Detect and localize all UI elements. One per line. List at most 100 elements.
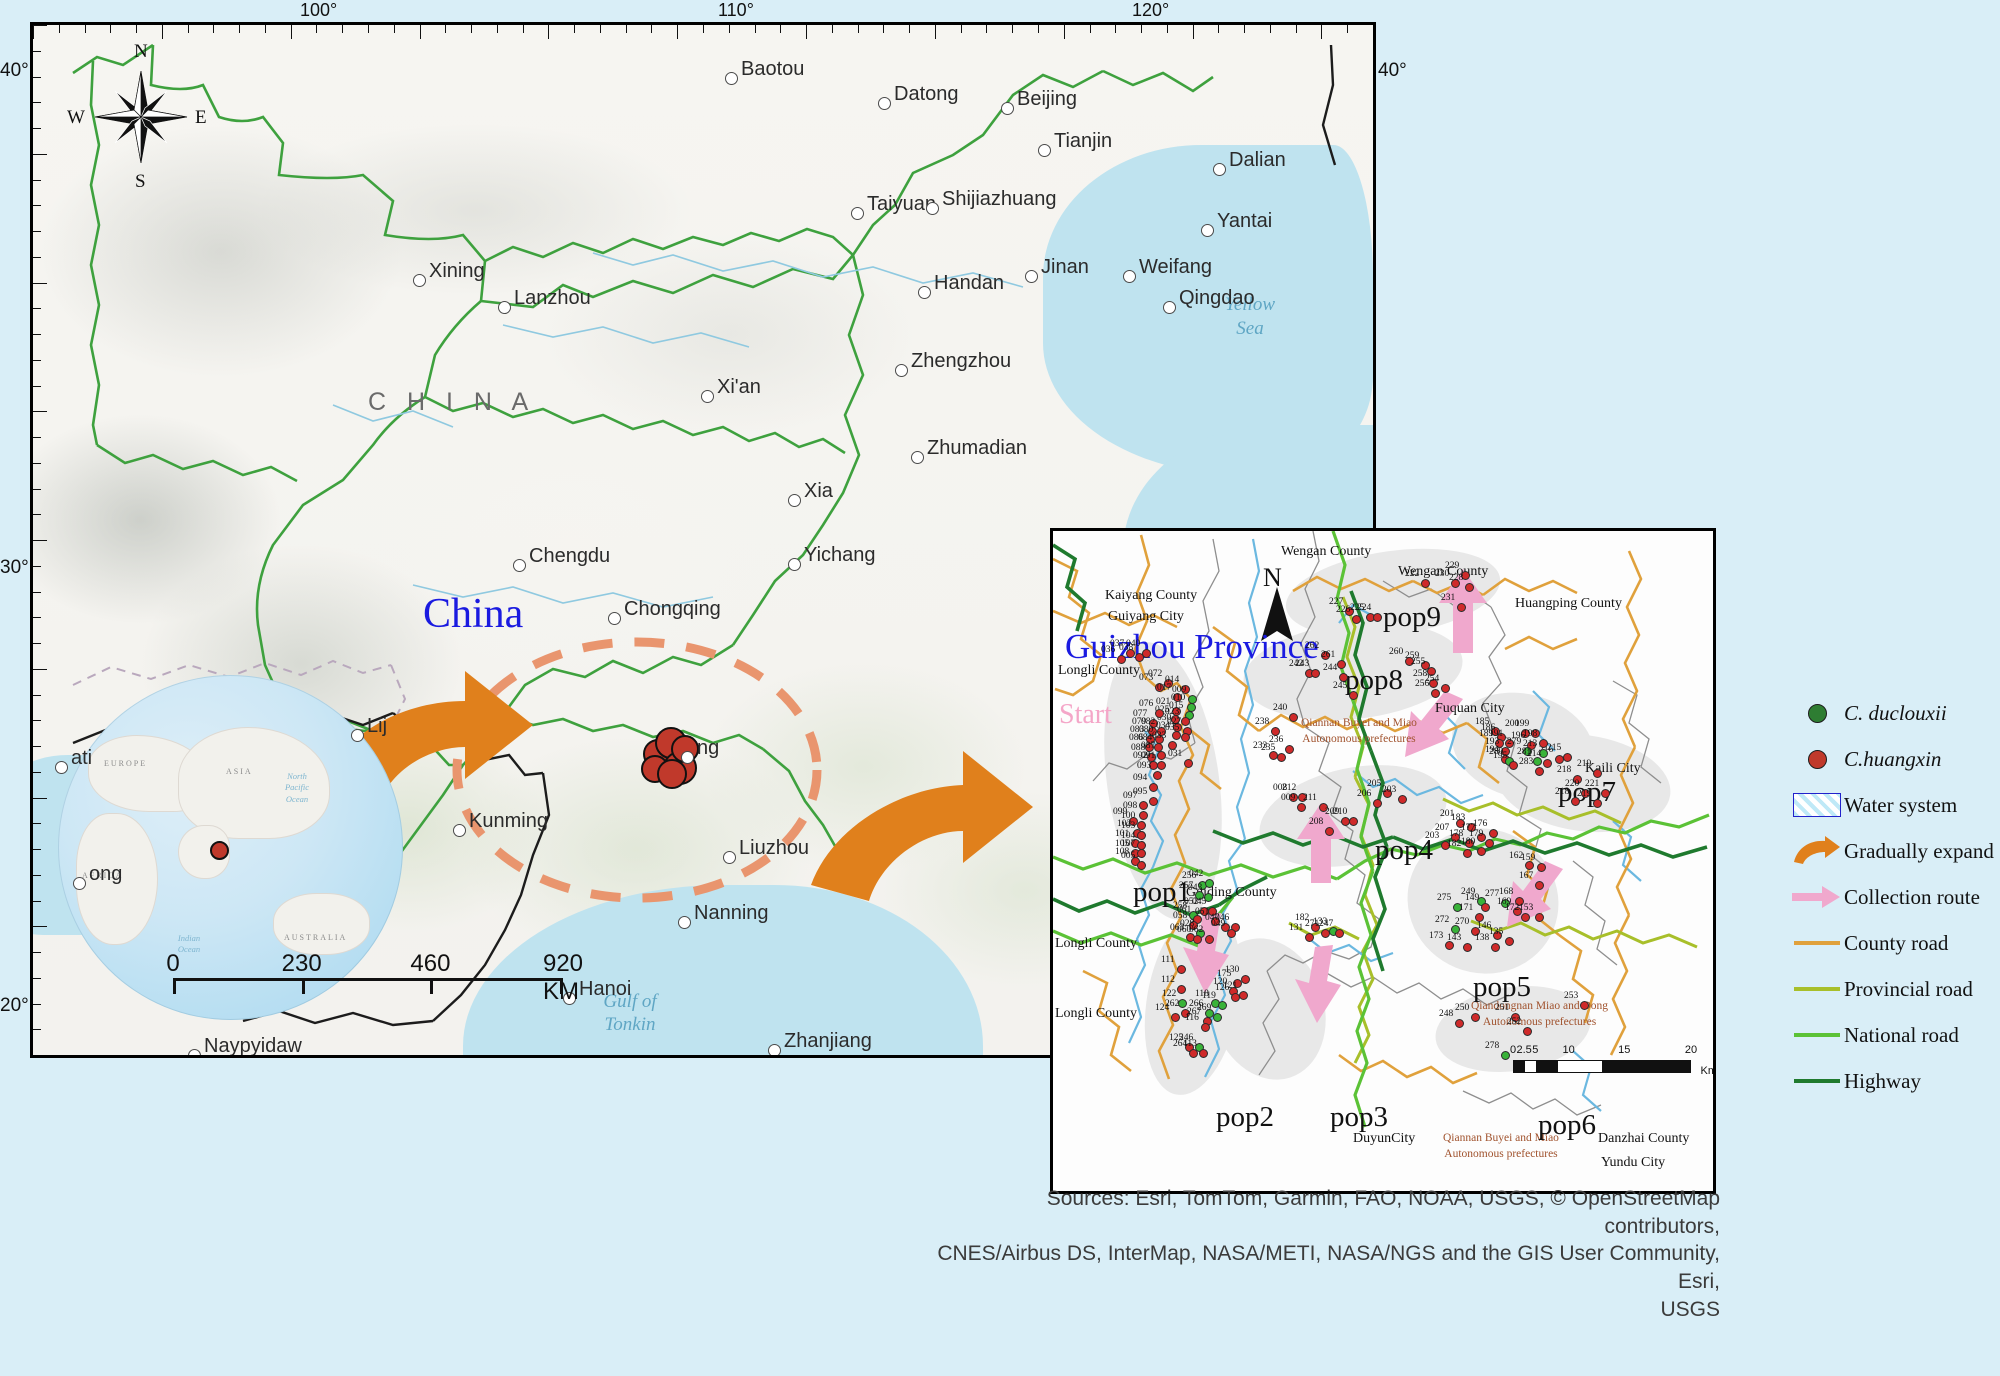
sample-point-label: 257 — [1179, 881, 1194, 891]
graticule-tick — [548, 25, 550, 39]
city-dot — [513, 559, 526, 572]
graticule-tick — [419, 25, 421, 39]
sample-point-label: 162 — [1509, 851, 1524, 861]
sample-point-label: 072 — [1148, 669, 1163, 679]
sample-point-label: 236 — [1269, 735, 1284, 745]
sample-point-label: 226 — [1336, 605, 1351, 615]
population-label: pop1 — [1133, 876, 1191, 908]
sample-point — [1155, 683, 1164, 692]
sample-point-label: 258 — [1173, 901, 1188, 911]
prefecture-label: Qiannan Buyei and Miao Autonomous prefect… — [1443, 1132, 1559, 1160]
sample-point — [1213, 1013, 1222, 1022]
sample-point-label: 240 — [1273, 703, 1288, 713]
sample-point — [1491, 943, 1500, 952]
sample-point — [1199, 1049, 1208, 1058]
sample-point-label: 269 — [1197, 1003, 1212, 1013]
county-label: Huangping County — [1515, 596, 1622, 611]
graticule-tick — [33, 849, 41, 850]
sample-point-label: 231 — [1441, 593, 1456, 603]
graticule-tick — [909, 25, 911, 33]
sample-point — [1139, 811, 1148, 820]
graticule-tick — [934, 25, 936, 39]
sample-point-label: 094 — [1133, 773, 1148, 783]
sample-point-label: 194 — [1485, 745, 1500, 755]
sample-point — [1405, 657, 1414, 666]
graticule-tick — [33, 977, 41, 979]
sample-point-label: 033 — [1152, 731, 1167, 741]
sample-point-label: 119 — [1202, 991, 1216, 1001]
inset-scalebar-bar — [1513, 1060, 1691, 1073]
sample-point — [1181, 717, 1190, 726]
graticule-tick — [33, 771, 41, 773]
sample-point — [1164, 679, 1173, 688]
sample-point — [1421, 579, 1430, 588]
sample-point-label: 047 — [1205, 913, 1220, 923]
sample-point — [1352, 615, 1361, 624]
city-label: Chengdu — [529, 545, 611, 567]
inset-scalebar-labels: 0 2.5 5 10 15 20 — [1510, 1044, 1697, 1060]
graticule-tick — [33, 385, 41, 387]
sample-point — [1509, 761, 1518, 770]
sample-point-label: 281 — [1517, 747, 1532, 757]
inset-features — [1053, 531, 1710, 1128]
species-green-dot-icon — [1790, 703, 1844, 723]
sample-point-label: 131 — [1289, 923, 1304, 933]
population-label: pop6 — [1538, 1109, 1596, 1141]
graticule-tick — [33, 153, 47, 155]
sample-point — [1139, 801, 1148, 810]
sample-point-label: 093 — [1137, 761, 1152, 771]
sample-point-label: 225 — [1350, 603, 1365, 613]
graticule-tick — [754, 25, 756, 33]
sample-point-label: 153 — [1519, 903, 1534, 913]
latitude-label: 40° — [1378, 60, 1407, 81]
legend-label: National road — [1844, 1022, 1959, 1047]
sample-point-label: 051 — [1195, 907, 1210, 917]
sample-point-label: 009 — [1281, 793, 1296, 803]
sample-point-label: 077 — [1133, 709, 1148, 719]
sample-point-label: 186 — [1481, 723, 1496, 733]
sample-point-label: 210 — [1333, 807, 1348, 817]
legend-label: C. duclouxii — [1844, 700, 1947, 725]
scalebar-tick-label: 460 — [410, 950, 451, 977]
graticule-tick — [33, 179, 41, 181]
population-label: pop4 — [1375, 834, 1433, 866]
sample-point — [1211, 917, 1220, 926]
sample-point-label: 215 — [1547, 743, 1562, 753]
inset-scalebar: 0 2.5 5 10 15 20 Km — [1510, 1044, 1713, 1077]
sample-point — [1555, 755, 1564, 764]
city-dot — [788, 558, 801, 571]
graticule-tick — [33, 952, 41, 953]
sample-point — [1455, 1019, 1464, 1028]
graticule-tick — [33, 1055, 47, 1056]
graticule-tick — [213, 25, 215, 33]
graticule-tick — [33, 591, 41, 593]
graticule-tick — [471, 25, 473, 33]
sample-point — [1184, 759, 1193, 768]
sample-point-label: 205 — [1367, 779, 1382, 789]
sample-point-label: 097 — [1123, 791, 1138, 801]
sample-point — [1463, 943, 1472, 952]
sample-point — [1467, 823, 1476, 832]
sample-point — [1441, 684, 1450, 693]
graticule-tick — [316, 25, 318, 33]
legend-label: Collection route — [1844, 884, 1980, 909]
city-dot — [73, 877, 86, 890]
sample-point — [1205, 935, 1214, 944]
county-label: Fuquan City — [1435, 701, 1505, 716]
sample-point-label: 113 — [1183, 1039, 1197, 1049]
city-dot — [701, 390, 714, 403]
sample-point-label: 099 — [1113, 807, 1128, 817]
collection-route-arrow-icon — [1790, 884, 1844, 910]
source-line-1: Sources: Esri, TomTom, Garmin, FAO, NOAA… — [1046, 1187, 1720, 1238]
graticule-tick — [986, 25, 988, 33]
sample-point — [1218, 1001, 1227, 1010]
sample-point-label: 010 — [1171, 693, 1186, 703]
sample-point — [1523, 747, 1532, 756]
city-label: Jinan — [1041, 256, 1089, 278]
sample-point-label: 258 — [1413, 669, 1428, 679]
sample-point-label: 101 — [1115, 829, 1130, 839]
city-label: Nanning — [694, 902, 769, 924]
longitude-label: 120° — [1132, 0, 1170, 20]
